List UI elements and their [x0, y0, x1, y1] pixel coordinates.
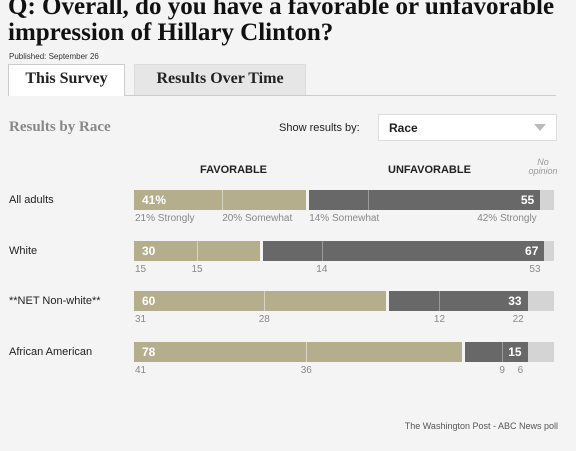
stacked-bar: 30 67 [134, 241, 554, 261]
question-title: Q: Overall, do you have a favorable or u… [8, 0, 555, 46]
no-opinion-bar [527, 342, 554, 362]
breakdown-label: 21% Strongly [135, 213, 195, 224]
favorable-value: 78 [142, 345, 156, 359]
no-opinion-bar [544, 241, 554, 261]
breakdown-label: 6 [517, 365, 524, 376]
row-label: All adults [9, 194, 54, 206]
breakdown-label: 20% Somewhat [222, 213, 293, 224]
unfavorable-bar [263, 241, 545, 261]
unfavorable-bar [389, 291, 528, 311]
breakdown-label: 41 [135, 365, 147, 376]
unfavorable-split-tick [502, 342, 504, 362]
stacked-bar: 60 33 [134, 291, 554, 311]
show-results-label: Show results by: [279, 122, 360, 134]
favorable-bar [134, 342, 462, 362]
no-opinion-bar [527, 291, 554, 311]
unfavorable-value: 33 [508, 294, 522, 308]
stacked-bar: 78 15 [134, 342, 554, 362]
breakdown-label: 15 [135, 264, 147, 275]
unfavorable-value: 67 [525, 244, 539, 258]
unfavorable-split-tick [368, 190, 369, 210]
unfavorable-split-tick [321, 241, 323, 261]
no-opinion-bar [540, 190, 554, 210]
row-label: White [9, 245, 38, 257]
breakdown-label: 9 [499, 365, 505, 376]
unfavorable-value: 15 [508, 345, 522, 359]
stacked-bar: 41% 55 [134, 190, 554, 210]
breakdown-label: 12 [433, 314, 446, 325]
row-label: **NET Non-white** [9, 295, 101, 307]
favorable-split-tick [264, 291, 266, 311]
favorable-value: 30 [142, 244, 156, 258]
tab-this-survey[interactable]: This Survey [8, 64, 125, 96]
unfavorable-bar [309, 190, 541, 210]
breakdown-label: 31 [135, 314, 147, 325]
no-opinion-header: No opinion [528, 157, 558, 176]
favorable-value: 60 [142, 294, 156, 308]
favorable-value: 41% [142, 193, 167, 207]
breakdown-label: 14 [316, 264, 328, 275]
breakdown-label: 36 [300, 365, 312, 376]
favorable-split-tick [306, 342, 308, 362]
tab-bar: This Survey Results Over Time [8, 64, 556, 96]
unfavorable-header: UNFAVORABLE [388, 164, 471, 176]
tab-results-over-time[interactable]: Results Over Time [134, 64, 306, 95]
favorable-bar [134, 291, 386, 311]
favorable-split-tick [197, 241, 198, 261]
section-title: Results by Race [9, 119, 111, 135]
results-by-value: Race [389, 121, 418, 135]
published-date: Published: September 26 [9, 52, 99, 61]
favorable-bar [134, 190, 307, 210]
unfavorable-value: 55 [520, 193, 535, 207]
unfavorable-split-tick [439, 291, 441, 311]
favorable-header: FAVORABLE [200, 164, 268, 176]
source-credit: The Washington Post - ABC News poll [404, 421, 558, 431]
breakdown-label: 53 [529, 264, 541, 275]
breakdown-label: 28 [258, 314, 270, 325]
breakdown-label: 14% Somewhat [309, 213, 380, 224]
unfavorable-bar [464, 342, 528, 362]
favorable-split-tick [222, 190, 224, 210]
breakdown-label: 42% Strongly [477, 213, 537, 224]
breakdown-label: 15 [191, 264, 203, 275]
results-by-select[interactable]: Race [378, 114, 557, 141]
row-label: African American [9, 346, 93, 358]
chevron-down-icon [534, 124, 546, 131]
breakdown-label: 22 [512, 314, 524, 325]
